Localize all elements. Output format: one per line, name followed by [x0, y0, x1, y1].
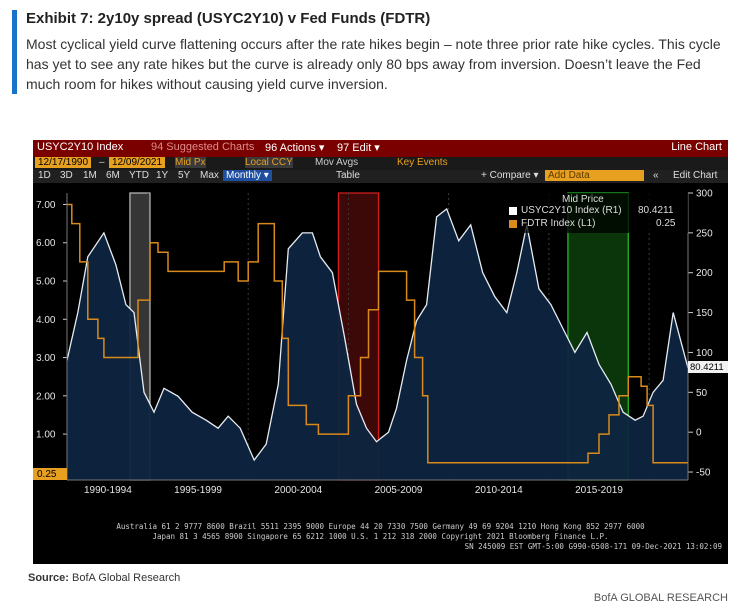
ticker-label[interactable]: USYC2Y10 Index — [37, 141, 124, 153]
compare-button[interactable]: + Compare ▾ — [481, 170, 539, 181]
collapse-icon[interactable]: « — [653, 170, 659, 181]
x-category-label: 2015-2019 — [575, 485, 623, 496]
table-button[interactable]: Table — [336, 170, 360, 181]
price-field[interactable]: Mid Px — [175, 157, 206, 168]
right-tick-label: 50 — [696, 388, 708, 399]
terminal-footer: Australia 61 2 9777 8600 Brazil 5511 239… — [33, 522, 728, 552]
x-category-label: 2000-2004 — [274, 485, 322, 496]
spread-last-value: 80.4211 — [690, 362, 724, 373]
left-tick-label: 4.00 — [36, 315, 56, 326]
spread-area — [67, 208, 688, 480]
date-from-field[interactable]: 12/17/1990 — [35, 157, 92, 168]
range-6m[interactable]: 6M — [106, 170, 120, 181]
right-tick-label: 250 — [696, 228, 713, 239]
legend-spread-value: 80.4211 — [638, 205, 674, 216]
add-data-input[interactable]: Add Data — [545, 170, 644, 181]
period-select[interactable]: Monthly ▾ — [223, 170, 272, 181]
spread-last-value-badge — [688, 361, 728, 373]
right-tick-label: 150 — [696, 308, 713, 319]
range-3d[interactable]: 3D — [60, 170, 73, 181]
spread-vs-fedfunds-chart: 7.006.005.004.003.002.001.000.00 3002502… — [33, 183, 728, 523]
exhibit-subtitle: Most cyclical yield curve flattening occ… — [26, 36, 721, 92]
left-tick-label: 5.00 — [36, 277, 56, 288]
x-category-label: 1990-1994 — [84, 485, 132, 496]
edit-chart-button[interactable]: Edit Chart — [673, 170, 718, 181]
footer-line-1: Australia 61 2 9777 8600 Brazil 5511 239… — [116, 522, 645, 531]
actions-menu[interactable]: 96 Actions ▾ — [265, 142, 325, 154]
range-1y[interactable]: 1Y — [156, 170, 169, 181]
fed-last-value: 0.25 — [37, 469, 57, 480]
date-toolbar: 12/17/1990 – 12/09/2021 Mid Px Local CCY… — [33, 157, 728, 170]
range-5y[interactable]: 5Y — [178, 170, 191, 181]
chart-type-label: Line Chart — [671, 141, 722, 153]
left-tick-label: 2.00 — [36, 391, 56, 402]
footer-line-3: SN 245009 EST GMT-5:00 G990-6508-171 09-… — [464, 542, 722, 551]
legend-fed-swatch — [509, 220, 517, 228]
right-tick-label: 300 — [696, 189, 713, 200]
date-to-field[interactable]: 12/09/2021 — [109, 157, 166, 168]
bloomberg-terminal: USYC2Y10 Index 94 Suggested Charts 96 Ac… — [33, 140, 728, 564]
left-tick-label: 7.00 — [36, 200, 56, 211]
mov-avgs-toggle[interactable]: Mov Avgs — [315, 157, 359, 168]
edit-menu[interactable]: 97 Edit ▾ — [337, 142, 380, 154]
left-tick-label: 6.00 — [36, 238, 56, 249]
legend-spread-swatch — [509, 207, 517, 215]
range-toolbar: 1D 3D 1M 6M YTD 1Y 5Y Max Monthly ▾ Tabl… — [33, 170, 728, 183]
right-tick-label: 0 — [696, 428, 702, 439]
legend-fed-value: 0.25 — [656, 218, 676, 229]
fed-last-value-badge — [33, 468, 67, 480]
right-tick-label: -50 — [696, 468, 711, 479]
suggested-charts-button[interactable]: 94 Suggested Charts — [151, 141, 255, 153]
right-tick-label: 100 — [696, 348, 713, 359]
x-category-label: 2005-2009 — [375, 485, 423, 496]
right-tick-label: 200 — [696, 268, 713, 279]
range-1m[interactable]: 1M — [83, 170, 97, 181]
legend-fed-name: FDTR Index (L1) — [521, 218, 596, 229]
x-category-label: 2010-2014 — [475, 485, 523, 496]
fed-funds-line — [67, 203, 688, 464]
brand-footer: BofA GLOBAL RESEARCH — [593, 592, 728, 604]
spread-line — [66, 207, 689, 462]
range-max[interactable]: Max — [200, 170, 219, 181]
exhibit-title: Exhibit 7: 2y10y spread (USYC2Y10) v Fed… — [26, 10, 431, 27]
range-ytd[interactable]: YTD — [129, 170, 149, 181]
key-events-toggle[interactable]: Key Events — [397, 157, 448, 168]
left-tick-label: 1.00 — [36, 430, 56, 441]
legend-spread-name: USYC2Y10 Index (R1) — [521, 205, 622, 216]
source-line: Source: BofA Global Research — [28, 572, 181, 584]
left-tick-label: 3.00 — [36, 353, 56, 364]
x-category-label: 1995-1999 — [174, 485, 222, 496]
terminal-title-bar: USYC2Y10 Index 94 Suggested Charts 96 Ac… — [33, 140, 728, 157]
legend-title: Mid Price — [562, 194, 604, 205]
chart-legend: Mid Price USYC2Y10 Index (R1) 80.4211 FD… — [506, 193, 688, 233]
accent-bar — [12, 10, 17, 94]
range-1d[interactable]: 1D — [38, 170, 51, 181]
footer-line-2: Japan 81 3 4565 8900 Singapore 65 6212 1… — [152, 532, 609, 541]
currency-field[interactable]: Local CCY — [245, 157, 293, 168]
